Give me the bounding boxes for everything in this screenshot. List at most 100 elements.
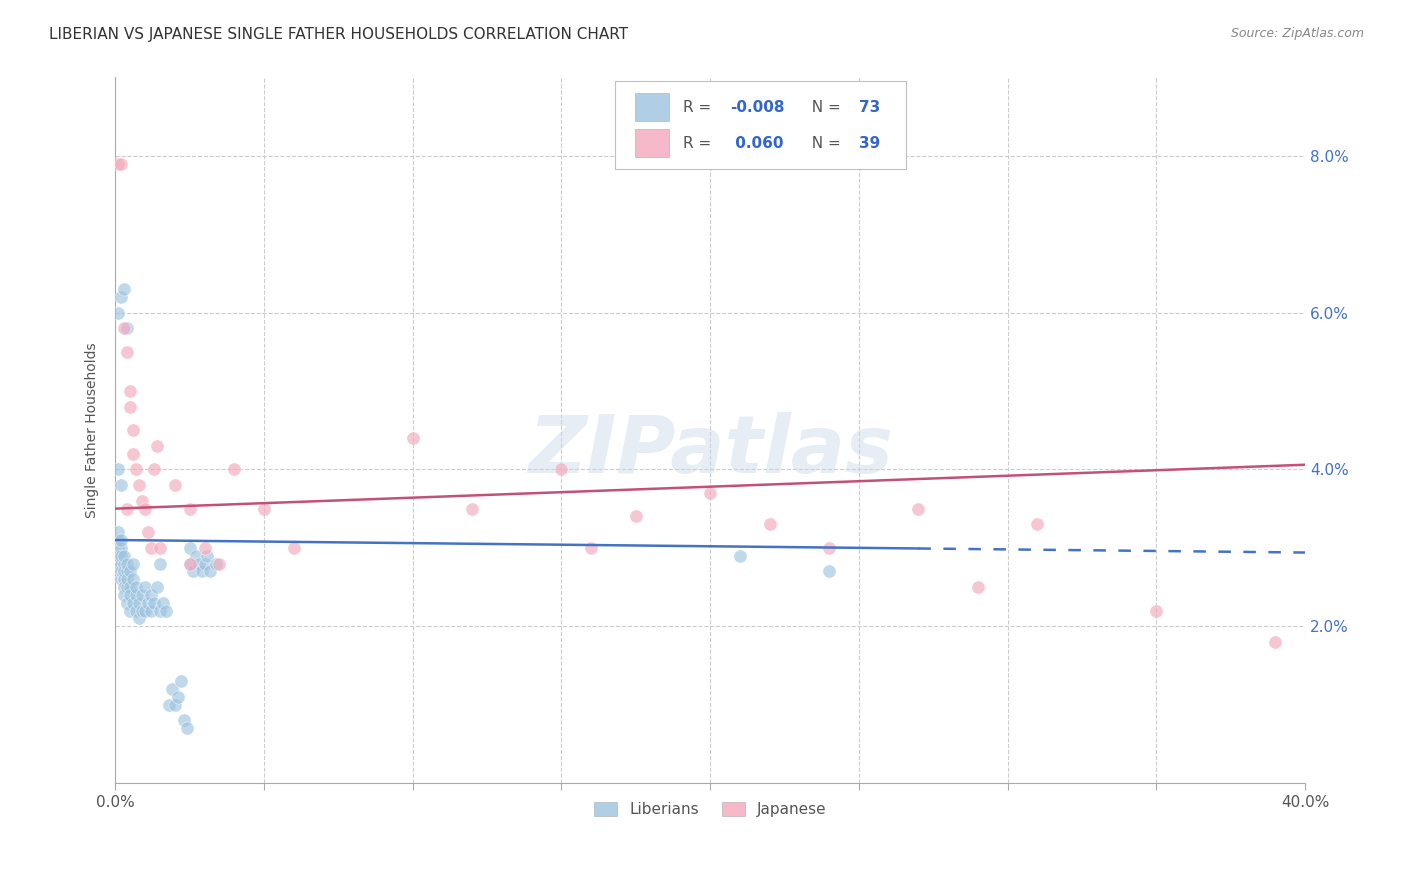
Point [110, 572, 132, 586]
Point [155, 603, 177, 617]
Point [131, 493, 153, 508]
Point [134, 603, 156, 617]
Point [193, 557, 215, 571]
Point [142, 462, 165, 476]
Point [136, 596, 159, 610]
Point [1026, 517, 1049, 532]
Point [107, 462, 129, 476]
Point [115, 580, 138, 594]
Text: 39: 39 [859, 136, 880, 151]
Text: Source: ZipAtlas.com: Source: ZipAtlas.com [1230, 27, 1364, 40]
Point [139, 603, 162, 617]
Point [122, 557, 145, 571]
Point [110, 290, 132, 304]
Legend: Liberians, Japanese: Liberians, Japanese [586, 795, 834, 825]
Point [112, 588, 135, 602]
Point [112, 580, 135, 594]
Point [115, 572, 138, 586]
Text: ZIPatlas: ZIPatlas [527, 412, 893, 491]
Point [160, 681, 183, 696]
Point [107, 549, 129, 563]
Point [112, 549, 135, 563]
Point [131, 603, 153, 617]
Point [149, 603, 172, 617]
Point [112, 557, 135, 571]
Point [120, 603, 142, 617]
Point [112, 572, 135, 586]
Point [125, 588, 148, 602]
FancyBboxPatch shape [636, 129, 668, 157]
Point [283, 541, 305, 555]
Point [190, 565, 212, 579]
Point [461, 501, 484, 516]
Point [128, 596, 150, 610]
FancyBboxPatch shape [636, 93, 668, 121]
Point [146, 439, 169, 453]
Point [818, 541, 841, 555]
Point [173, 714, 195, 728]
Point [624, 509, 647, 524]
Point [205, 557, 228, 571]
Point [112, 282, 135, 296]
Point [110, 557, 132, 571]
Point [115, 565, 138, 579]
Point [128, 611, 150, 625]
Point [134, 501, 156, 516]
Text: R =: R = [683, 100, 716, 114]
Point [181, 565, 204, 579]
Point [967, 580, 990, 594]
Point [818, 565, 841, 579]
Point [107, 156, 129, 170]
Point [200, 565, 222, 579]
Point [1144, 603, 1167, 617]
Point [139, 588, 162, 602]
Point [115, 321, 138, 335]
Point [128, 478, 150, 492]
Point [122, 572, 145, 586]
Point [197, 549, 219, 563]
Point [125, 603, 148, 617]
Point [149, 541, 172, 555]
Point [115, 344, 138, 359]
Point [107, 305, 129, 319]
Point [728, 549, 751, 563]
Point [110, 156, 132, 170]
Point [122, 447, 145, 461]
Point [107, 541, 129, 555]
Point [115, 596, 138, 610]
Point [179, 541, 201, 555]
Point [139, 541, 162, 555]
Point [120, 588, 142, 602]
Point [176, 721, 198, 735]
Point [110, 541, 132, 555]
Point [170, 674, 193, 689]
Point [758, 517, 780, 532]
Point [699, 486, 721, 500]
Point [149, 557, 172, 571]
Point [1264, 635, 1286, 649]
Point [187, 557, 209, 571]
Point [107, 557, 129, 571]
Point [152, 596, 174, 610]
Point [402, 431, 425, 445]
Point [115, 501, 138, 516]
Point [179, 501, 201, 516]
Point [110, 549, 132, 563]
Point [112, 565, 135, 579]
Point [120, 565, 142, 579]
Text: 0.060: 0.060 [730, 136, 785, 151]
Point [107, 533, 129, 547]
Y-axis label: Single Father Households: Single Father Households [86, 343, 100, 518]
Point [120, 400, 142, 414]
Text: LIBERIAN VS JAPANESE SINGLE FATHER HOUSEHOLDS CORRELATION CHART: LIBERIAN VS JAPANESE SINGLE FATHER HOUSE… [49, 27, 628, 42]
Point [184, 549, 207, 563]
Text: N =: N = [801, 100, 845, 114]
Point [163, 698, 186, 712]
Point [122, 423, 145, 437]
Point [125, 462, 148, 476]
Point [142, 596, 165, 610]
Point [120, 580, 142, 594]
Point [125, 580, 148, 594]
Point [253, 501, 276, 516]
Text: 73: 73 [859, 100, 880, 114]
